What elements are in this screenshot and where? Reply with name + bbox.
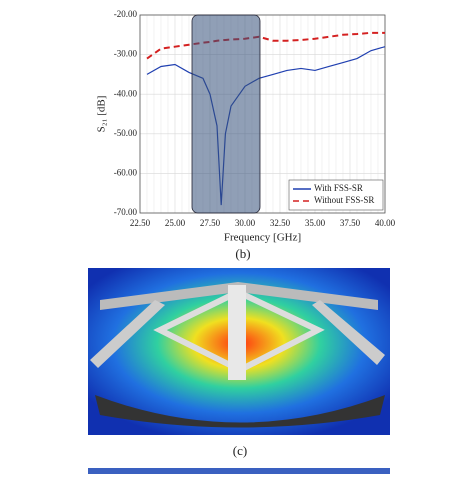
y-tick-label: -70.00	[114, 207, 138, 217]
plot-frame	[139, 14, 386, 214]
caption: (b)	[235, 246, 250, 261]
y-tick-label: -50.00	[114, 128, 138, 138]
y-tick-label: -30.00	[114, 49, 138, 59]
x-tick-label: 37.50	[340, 218, 361, 228]
simulation-image	[88, 268, 390, 435]
y-tick-label: -40.00	[114, 88, 138, 98]
x-tick-label: 40.00	[375, 218, 396, 228]
x-axis-label: Frequency [GHz]	[224, 232, 301, 244]
x-tick-label: 25.00	[165, 218, 186, 228]
legend-label: Without FSS-SR	[314, 195, 374, 205]
x-tick-label: 27.50	[200, 218, 221, 228]
caption: (c)	[233, 443, 247, 458]
legend-box	[288, 179, 384, 211]
next-image	[88, 468, 390, 474]
y-tick-label: -60.00	[114, 167, 138, 177]
x-tick-label: 22.50	[130, 218, 151, 228]
legend-label: With FSS-SR	[314, 183, 363, 193]
x-tick-label: 30.00	[235, 218, 256, 228]
y-axis-label: S₂₁ [dB]	[96, 96, 108, 133]
x-tick-label: 32.50	[270, 218, 291, 228]
highlight-band	[191, 14, 261, 214]
y-tick-label: -20.00	[114, 9, 138, 19]
x-tick-label: 35.00	[305, 218, 326, 228]
